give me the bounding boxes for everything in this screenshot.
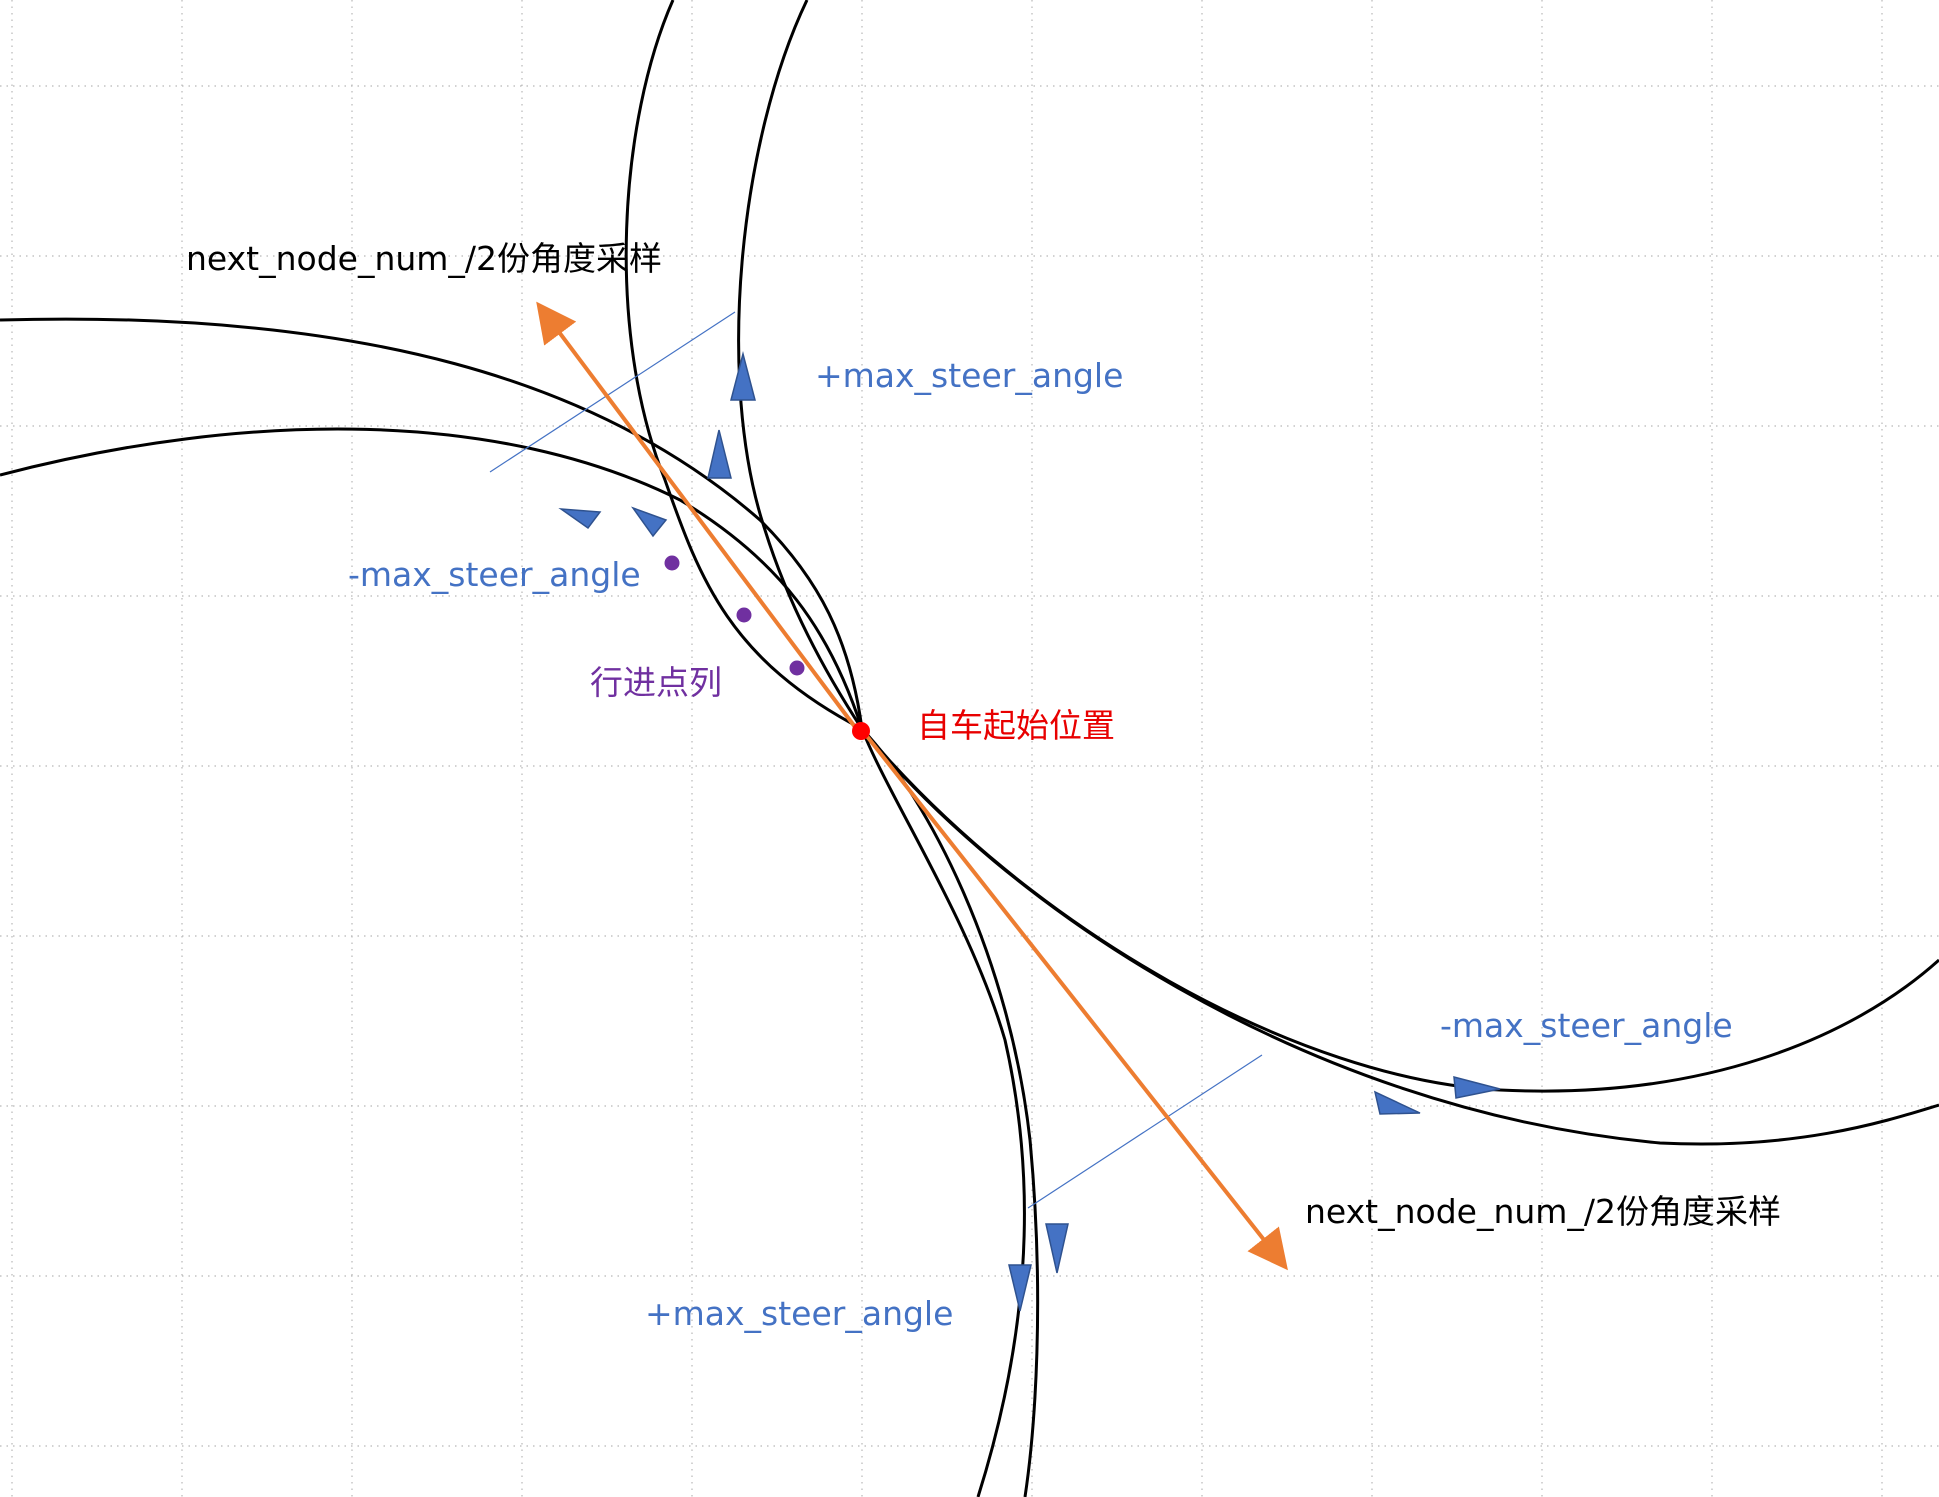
path-point-2 bbox=[737, 608, 752, 623]
minus-steer-label-right: -max_steer_angle bbox=[1440, 1006, 1733, 1045]
guide-line-upper bbox=[490, 312, 735, 472]
steer-arrowhead-left-2 bbox=[633, 508, 666, 536]
steer-arrowhead-right-2 bbox=[1375, 1092, 1420, 1114]
steer-arrowhead-left-1 bbox=[561, 509, 600, 528]
start-position-label: 自车起始位置 bbox=[917, 706, 1115, 745]
steer-arrowhead-right-1 bbox=[1454, 1077, 1500, 1098]
curve-left-outer bbox=[0, 319, 862, 729]
plus-steer-label-bottom: +max_steer_angle bbox=[645, 1294, 953, 1333]
minus-steer-label-left: -max_steer_angle bbox=[348, 555, 641, 594]
curve-right-outer bbox=[862, 729, 1939, 1091]
plus-steer-label-top: +max_steer_angle bbox=[815, 356, 1123, 395]
start-position-marker bbox=[852, 722, 870, 740]
path-points-label: 行进点列 bbox=[590, 663, 722, 702]
path-point-1 bbox=[665, 556, 680, 571]
steer-arrowhead-lower-2 bbox=[1009, 1265, 1031, 1311]
steer-arrowhead-upper-2 bbox=[708, 430, 731, 478]
guide-line-lower bbox=[1028, 1055, 1262, 1208]
sampling-label-top: next_node_num_/2份角度采样 bbox=[186, 239, 662, 278]
path-point-3 bbox=[790, 661, 805, 676]
sampling-arrow-lower bbox=[862, 730, 1283, 1264]
sampling-label-bottom: next_node_num_/2份角度采样 bbox=[1305, 1192, 1781, 1231]
steer-arrowhead-lower-1 bbox=[1046, 1224, 1068, 1273]
curve-lower-inner bbox=[862, 729, 1024, 1497]
steer-arrowhead-upper-1 bbox=[731, 354, 755, 400]
